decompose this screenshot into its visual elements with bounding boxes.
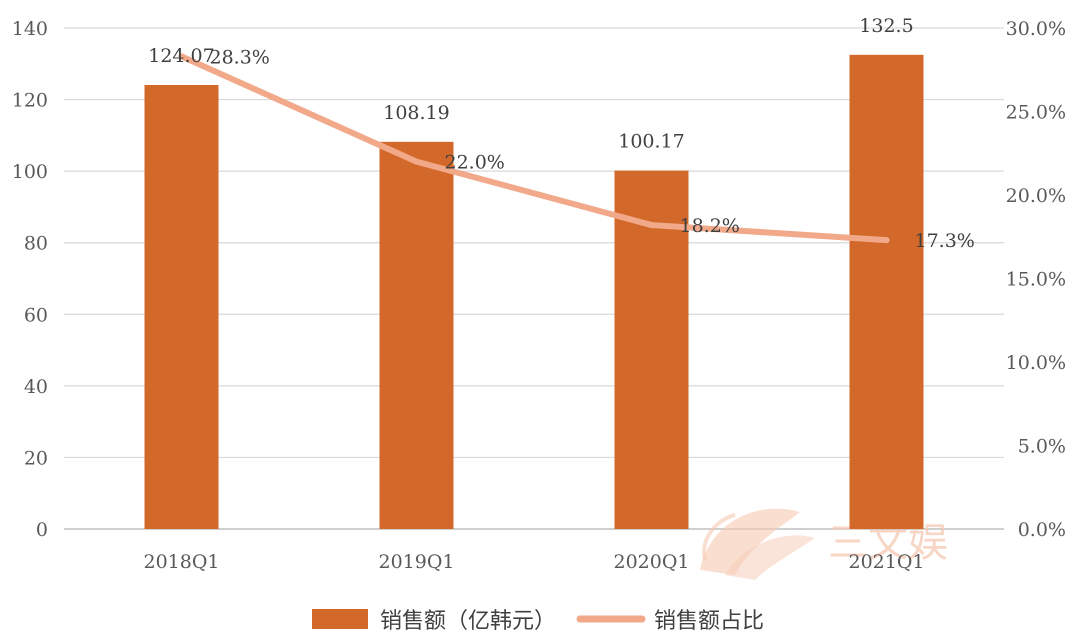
line-point [648,222,655,229]
left-y-axis: 0 20 40 60 80 100 120 140 [12,18,48,541]
bar [849,54,924,529]
line-point [413,158,420,165]
legend-label-line: 销售额占比 [654,609,764,634]
x-axis-category-label: 2019Q1 [378,551,454,573]
right-axis-tick-label: 25.0% [1006,102,1066,124]
line-point [178,53,185,60]
right-axis-tick-label: 30.0% [1006,18,1066,40]
bar [379,141,454,529]
line-point [883,237,890,244]
line-series [178,53,890,244]
x-axis-category-label: 2021Q1 [848,551,924,573]
bar [614,170,689,530]
legend-label-bar: 销售额（亿韩元） [380,609,556,634]
right-axis-tick-label: 0.0% [1018,519,1066,541]
x-axis-category-label: 2020Q1 [613,551,689,573]
left-axis-tick-label: 80 [24,233,48,255]
bar-data-label: 124.07 [148,45,214,67]
right-y-axis: 0.0% 5.0% 10.0% 15.0% 20.0% 25.0% 30.0% [1006,18,1066,541]
x-axis-category-label: 2018Q1 [143,551,219,573]
right-axis-tick-label: 10.0% [1006,352,1066,374]
left-axis-tick-label: 20 [24,447,48,469]
bar-data-label: 108.19 [383,102,449,124]
gridlines [64,27,1004,530]
line-data-label: 17.3% [915,230,975,252]
line-data-label: 28.3% [210,46,270,68]
right-axis-tick-label: 15.0% [1006,269,1066,291]
line-data-label: 18.2% [680,215,740,237]
left-axis-tick-label: 140 [12,18,48,40]
bar-data-labels: 124.07 108.19 100.17 132.5 [148,15,913,153]
legend-swatch-bar [312,609,368,629]
series-line-sales-share [178,53,890,244]
watermark: 三文娱 [700,508,948,580]
left-axis-tick-label: 60 [24,304,48,326]
bar-data-label: 100.17 [618,131,684,153]
right-axis-tick-label: 5.0% [1018,436,1066,458]
watermark-logo-icon [700,508,815,580]
bar [144,85,219,529]
line-data-labels: 28.3% 22.0% 18.2% 17.3% [210,46,975,252]
bar-data-label: 132.5 [859,15,913,37]
x-axis: 2018Q1 2019Q1 2020Q1 2021Q1 [143,551,924,573]
bar-series [144,54,924,530]
left-axis-tick-label: 100 [12,161,48,183]
line-data-label: 22.0% [445,152,505,174]
right-axis-tick-label: 20.0% [1006,185,1066,207]
left-axis-tick-label: 0 [36,519,48,541]
left-axis-tick-label: 40 [24,376,48,398]
legend: 销售额（亿韩元） 销售额占比 [312,609,764,634]
left-axis-tick-label: 120 [12,90,48,112]
